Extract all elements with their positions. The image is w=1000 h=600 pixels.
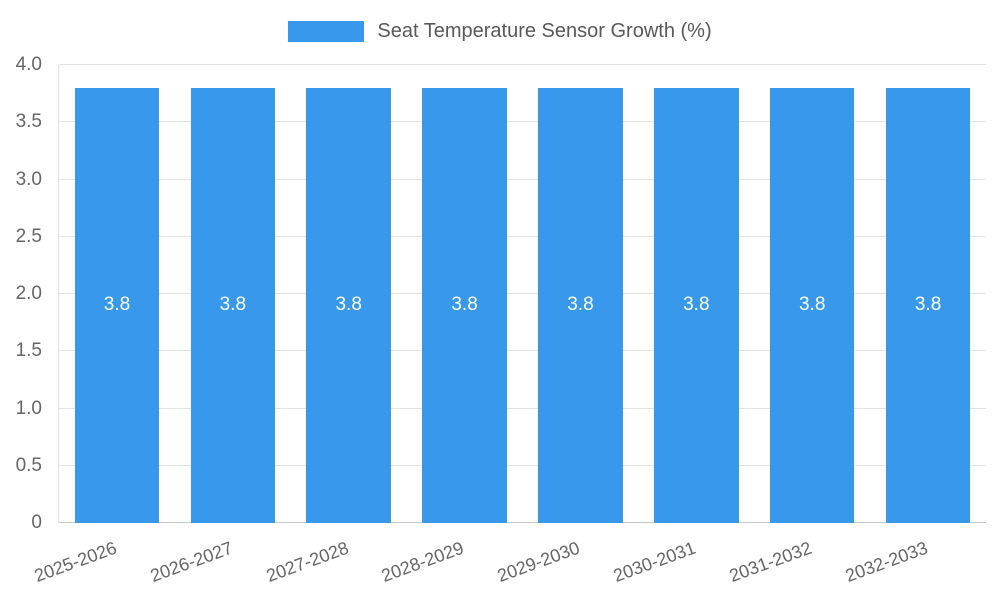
bar-2030-2031[interactable]: 3.8: [654, 87, 739, 523]
gridline: [59, 121, 986, 123]
x-axis: 2025-2026 2026-2027 2027-2028 2028-2029 2029…: [31, 527, 985, 597]
x-tick-label: 2028-2029: [379, 537, 467, 586]
gridline: [59, 64, 986, 65]
gridline: [59, 407, 986, 409]
bars-group: 3.8 3.8 3.8 3.8 3.8 3.8 3.8 3.8: [59, 65, 986, 523]
bar-band: 3.8: [175, 65, 291, 523]
bar-band: 3.8: [870, 65, 986, 523]
x-tick-label: 2025-2026: [31, 537, 120, 586]
gridline: [59, 522, 986, 523]
y-tick-label: 2.5: [15, 225, 42, 247]
x-tick-label: 2031-2032: [726, 537, 815, 586]
bar-2032-2033[interactable]: 3.8: [885, 87, 971, 523]
bar-value-label: 3.8: [683, 294, 710, 316]
y-tick-label: 1.5: [15, 340, 42, 362]
gridline: [59, 235, 986, 237]
bar-value-label: 3.8: [335, 294, 362, 316]
bar-value-label: 3.8: [219, 294, 247, 316]
bar-band: 3.8: [291, 65, 407, 523]
plot-area: 3.8 3.8 3.8 3.8 3.8 3.8 3.8 3.8: [58, 64, 986, 523]
bar-2029-2030[interactable]: 3.8: [538, 87, 623, 523]
bar-value-label: 3.8: [914, 294, 942, 316]
bar-value-label: 3.8: [567, 294, 594, 316]
bar-2028-2029[interactable]: 3.8: [422, 87, 507, 523]
chart-legend[interactable]: Seat Temperature Sensor Growth (%): [0, 20, 1000, 43]
gridline: [59, 293, 986, 294]
x-tick-label: 2030-2031: [610, 537, 699, 586]
bar-band: 3.8: [407, 65, 523, 523]
bar-band: 3.8: [754, 65, 870, 523]
chart-title: Seat Temperature Sensor Growth (%): [377, 20, 712, 42]
bar-2026-2027[interactable]: 3.8: [190, 87, 276, 523]
y-tick-label: 4.0: [15, 54, 42, 75]
y-tick-label: 3.5: [15, 111, 42, 133]
bar-2025-2026[interactable]: 3.8: [74, 87, 160, 523]
x-tick-label: 2026-2027: [147, 537, 236, 586]
y-tick-label: 2.0: [15, 283, 42, 304]
y-tick-label: 0.5: [15, 454, 42, 476]
gridline: [59, 350, 986, 352]
y-tick-label: 3.0: [15, 168, 42, 190]
x-tick-label: 2027-2028: [263, 537, 351, 586]
bar-band: 3.8: [523, 65, 639, 523]
y-tick-label: 0: [31, 512, 42, 533]
bar-band: 3.8: [59, 65, 175, 523]
gridline: [59, 464, 986, 466]
bar-2031-2032[interactable]: 3.8: [769, 87, 855, 523]
bar-value-label: 3.8: [103, 294, 131, 316]
legend-swatch: [288, 21, 365, 42]
y-axis: 0 0.5 1.0 1.5 2.0 2.5 3.0 3.5 4.0: [0, 54, 50, 533]
bar-band: 3.8: [638, 65, 754, 523]
bar-2027-2028[interactable]: 3.8: [306, 87, 391, 523]
bar-value-label: 3.8: [451, 294, 478, 316]
y-tick-label: 1.0: [15, 397, 42, 419]
x-tick-label: 2029-2030: [494, 537, 583, 586]
x-tick-label: 2032-2033: [842, 537, 931, 586]
gridline: [59, 178, 986, 180]
bar-value-label: 3.8: [798, 294, 826, 316]
